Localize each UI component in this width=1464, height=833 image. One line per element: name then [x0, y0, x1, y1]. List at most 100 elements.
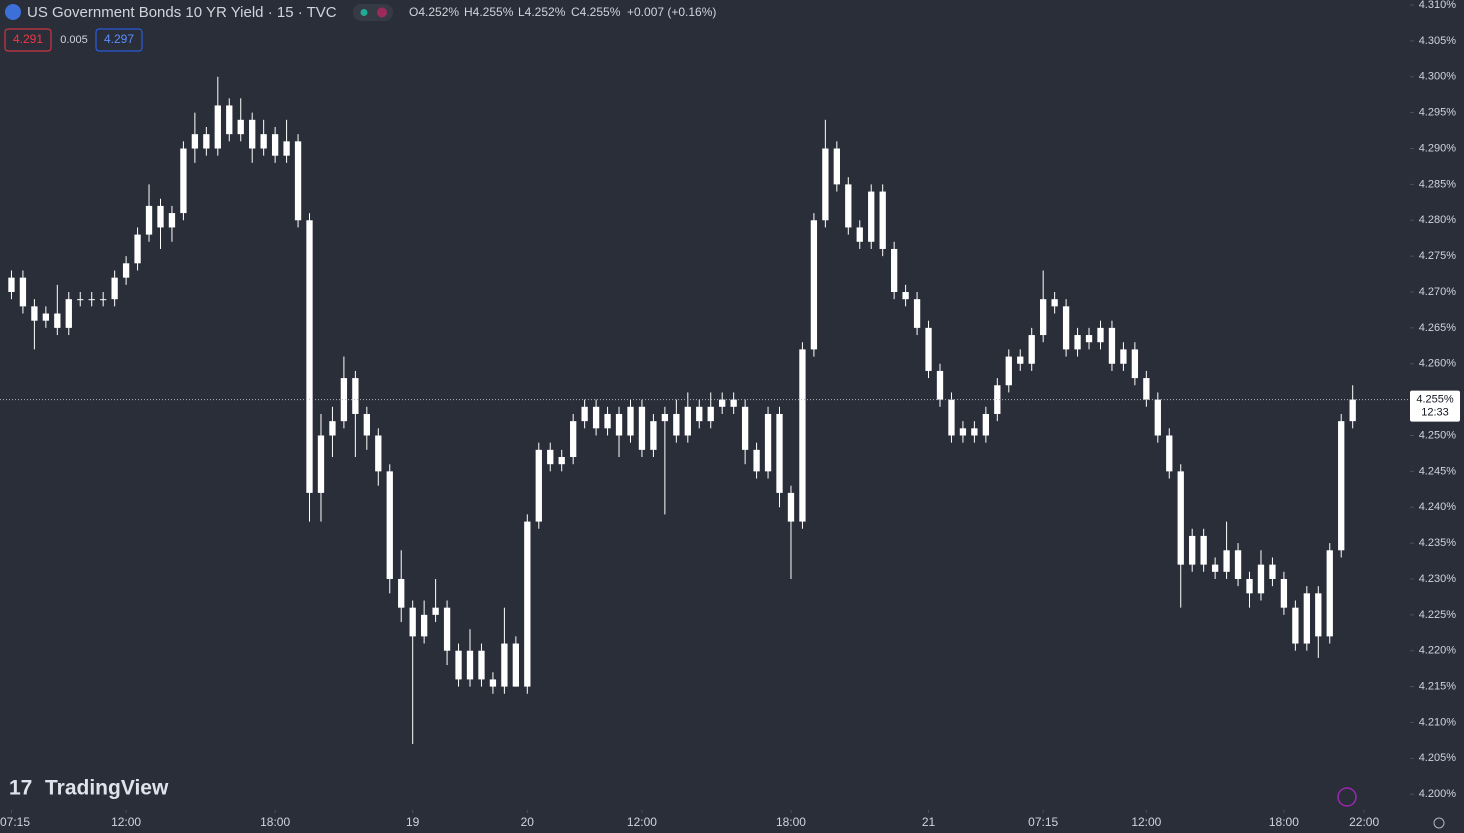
change-readout: +0.007 (+0.16%) [627, 5, 716, 19]
candle-body [134, 234, 141, 264]
candle-body [673, 413, 680, 436]
candle-body [650, 421, 657, 450]
candle-body [822, 148, 829, 221]
candle-body [42, 313, 50, 321]
candle-body [31, 306, 38, 321]
open-readout: O4.252% [409, 5, 459, 19]
candle-body [959, 428, 967, 436]
candle-body [432, 607, 439, 615]
candle-body [191, 134, 199, 149]
x-tick-label: 18:00 [776, 815, 806, 829]
y-tick-label: 4.305% [1419, 35, 1457, 47]
candle-body [1338, 421, 1345, 551]
symbol-title[interactable]: US Government Bonds 10 YR Yield · 15 · T… [27, 4, 337, 21]
candle-body [1349, 399, 1356, 422]
y-tick-label: 4.200% [1419, 788, 1457, 800]
candle-body [696, 406, 703, 422]
y-tick-label: 4.215% [1419, 681, 1457, 693]
y-tick-label: 4.310% [1419, 0, 1457, 11]
candle-body [157, 205, 164, 228]
last-price-label: 4.255% [1416, 394, 1454, 406]
candle-body [443, 607, 451, 651]
candle-body [512, 643, 520, 687]
y-tick-label: 4.245% [1419, 465, 1457, 477]
candle-body [627, 406, 634, 436]
candle-body [352, 378, 359, 414]
x-tick-label: 18:00 [260, 815, 290, 829]
y-tick-label: 4.225% [1419, 609, 1457, 621]
candle-body [1108, 327, 1116, 364]
candle-body [1028, 335, 1035, 364]
candle-body [375, 435, 382, 472]
candle-body [1166, 435, 1173, 472]
ask-box[interactable] [95, 28, 143, 52]
y-tick-label: 4.260% [1419, 358, 1457, 370]
candle-body [1120, 349, 1127, 364]
candle-body [879, 191, 886, 249]
candle-body [145, 205, 153, 235]
candle-body [936, 370, 944, 400]
candle-body [948, 399, 955, 436]
candle-body [1246, 578, 1253, 594]
y-tick-label: 4.220% [1419, 645, 1457, 657]
low-readout: L4.252% [518, 5, 566, 19]
candle-body [260, 134, 267, 149]
candle-body [1131, 349, 1139, 379]
candle-body [420, 614, 428, 637]
candle-body [1062, 306, 1070, 350]
candle-body [971, 428, 978, 436]
candle-body [1189, 535, 1196, 565]
y-tick-label: 4.295% [1419, 107, 1457, 119]
y-tick-label: 4.240% [1419, 501, 1457, 513]
candle-body [283, 141, 290, 156]
candle-body [1292, 607, 1299, 644]
candle-body [707, 406, 714, 422]
candle-body [1051, 299, 1058, 307]
x-tick-label: 21 [922, 815, 936, 829]
countdown: 12:33 [1421, 407, 1449, 419]
candle-body [1085, 335, 1093, 343]
time-axis [0, 810, 1464, 833]
candle-body [398, 578, 405, 608]
candle-body [168, 213, 176, 228]
candle-body [1269, 564, 1276, 579]
candle-body [294, 141, 302, 221]
x-tick-label: 12:00 [111, 815, 141, 829]
candle-body [88, 299, 95, 301]
candle-body [661, 413, 669, 422]
brand-logo[interactable]: TradingView [45, 777, 169, 800]
candle-body [111, 277, 118, 300]
x-tick-label: 07:15 [1028, 815, 1058, 829]
candle-body [306, 220, 313, 493]
candle-body [787, 492, 795, 522]
spread: 0.005 [60, 34, 88, 46]
candle-body [1315, 593, 1322, 637]
x-tick-label: 20 [521, 815, 535, 829]
bid-box[interactable] [4, 28, 52, 52]
candle-body [810, 220, 818, 350]
candle-body [902, 292, 909, 300]
candle-body [317, 435, 325, 493]
candle-body [1097, 327, 1104, 343]
candle-body [994, 385, 1001, 414]
y-tick-label: 4.205% [1419, 752, 1457, 764]
ask: 4.297 [104, 32, 134, 46]
candle-body [535, 449, 542, 522]
settings-icon[interactable] [1433, 817, 1445, 829]
candle-body [8, 277, 15, 293]
header: US Government Bonds 10 YR Yield · 15 · T… [4, 4, 716, 52]
candle-body [592, 406, 600, 429]
delay-status [377, 7, 387, 18]
candle-body [868, 191, 875, 242]
candle-body [1303, 593, 1310, 644]
candle-body [329, 421, 336, 436]
candle-body [1005, 356, 1012, 386]
candle-body [214, 105, 221, 149]
candle-body [203, 134, 210, 149]
x-tick-label: 12:00 [627, 815, 657, 829]
flash-icon[interactable] [1337, 787, 1357, 807]
